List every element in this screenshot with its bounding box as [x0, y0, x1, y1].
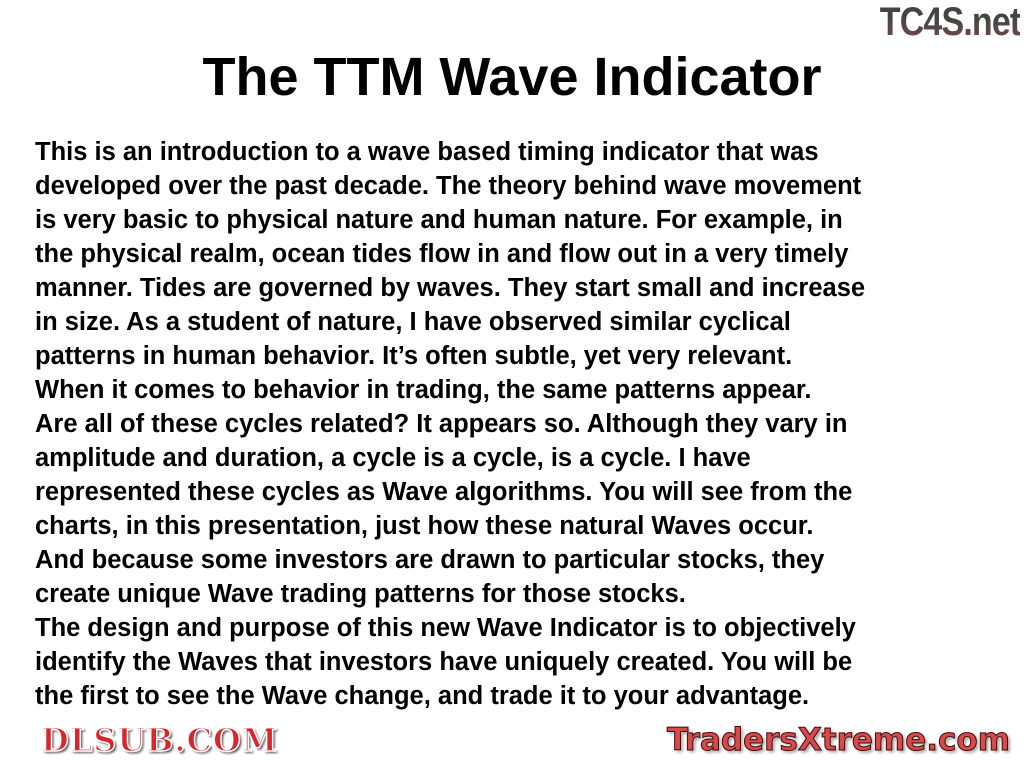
body-text-line: in size. As a student of nature, I have … [35, 308, 791, 336]
slide-body-text: This is an introduction to a wave based … [35, 135, 865, 713]
body-text-line: amplitude and duration, a cycle is a cyc… [35, 444, 751, 472]
body-text-line: developed over the past decade. The theo… [35, 172, 862, 200]
body-text-line: When it comes to behavior in trading, th… [35, 376, 812, 404]
body-text-line: And because some investors are drawn to … [35, 546, 825, 574]
tc4s-watermark: TC4S.net [879, 0, 1020, 44]
body-text-line: Are all of these cycles related? It appe… [35, 410, 848, 438]
body-text-line: manner. Tides are governed by waves. The… [35, 274, 866, 302]
tradersxtreme-watermark: TradersXtreme.com [666, 722, 1010, 759]
body-text-line: charts, in this presentation, just how t… [35, 512, 814, 540]
body-text-line: the physical realm, ocean tides flow in … [35, 240, 849, 268]
body-text-line: create unique Wave trading patterns for … [35, 580, 686, 608]
body-text-line: is very basic to physical nature and hum… [35, 206, 843, 234]
body-text-line: the first to see the Wave change, and tr… [35, 682, 810, 710]
body-text-line: This is an introduction to a wave based … [35, 138, 819, 166]
body-text-line: identify the Waves that investors have u… [35, 648, 853, 676]
body-text-line: The design and purpose of this new Wave … [35, 614, 856, 642]
body-text-line: patterns in human behavior. It’s often s… [35, 342, 793, 370]
dlsub-watermark: DLSUB.COM [40, 720, 279, 760]
slide-title: The TTM Wave Indicator [202, 47, 822, 107]
body-text-line: represented these cycles as Wave algorit… [35, 478, 853, 506]
